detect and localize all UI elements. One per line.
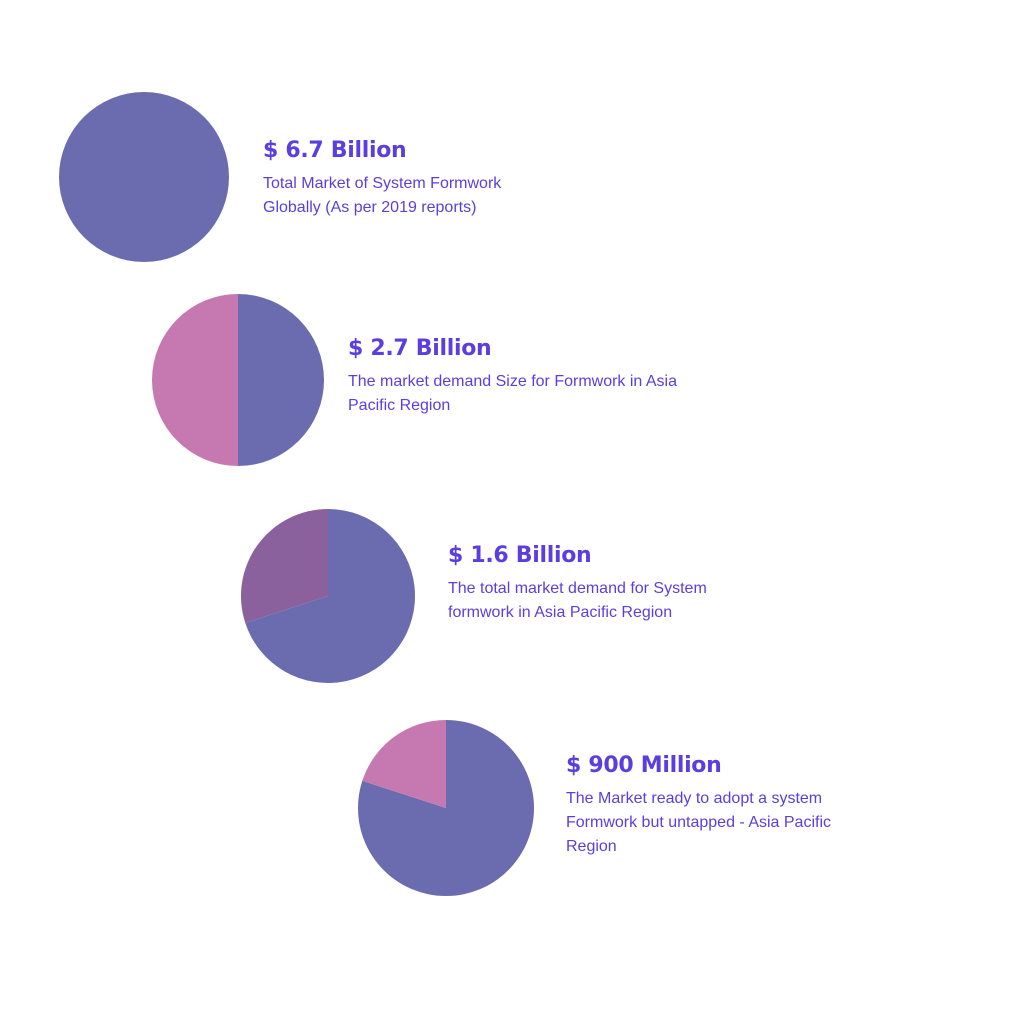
pie-chart-global (59, 92, 229, 262)
pie-slice-1 (245, 509, 415, 683)
amount-title: $ 1.6 Billion (448, 543, 592, 568)
amount-title: $ 6.7 Billion (263, 138, 407, 163)
amount-description: The total market demand for System formw… (448, 580, 707, 621)
pie-slice-1 (59, 92, 229, 262)
caption-global: $ 6.7 Billion Total Market of System For… (263, 138, 553, 220)
amount-description: The Market ready to adopt a system Formw… (566, 790, 832, 855)
pie-slice-2 (241, 509, 328, 623)
amount-title: $ 2.7 Billion (348, 336, 492, 361)
caption-apac-formwork: $ 2.7 Billion The market demand Size for… (348, 336, 688, 418)
amount-title: $ 900 Million (566, 753, 722, 778)
pie-chart-apac-system-formwork (241, 509, 415, 683)
pie-chart-untapped (358, 720, 534, 896)
pie-chart-apac-formwork (152, 294, 324, 466)
caption-apac-system-formwork: $ 1.6 Billion The total market demand fo… (448, 543, 748, 625)
caption-untapped: $ 900 Million The Market ready to adopt … (566, 753, 866, 859)
amount-description: Total Market of System Formwork Globally… (263, 175, 502, 216)
amount-description: The market demand Size for Formwork in A… (348, 373, 678, 414)
pie-slice-2 (362, 720, 446, 808)
pie-slice-1 (238, 294, 324, 466)
pie-slice-2 (152, 294, 238, 466)
